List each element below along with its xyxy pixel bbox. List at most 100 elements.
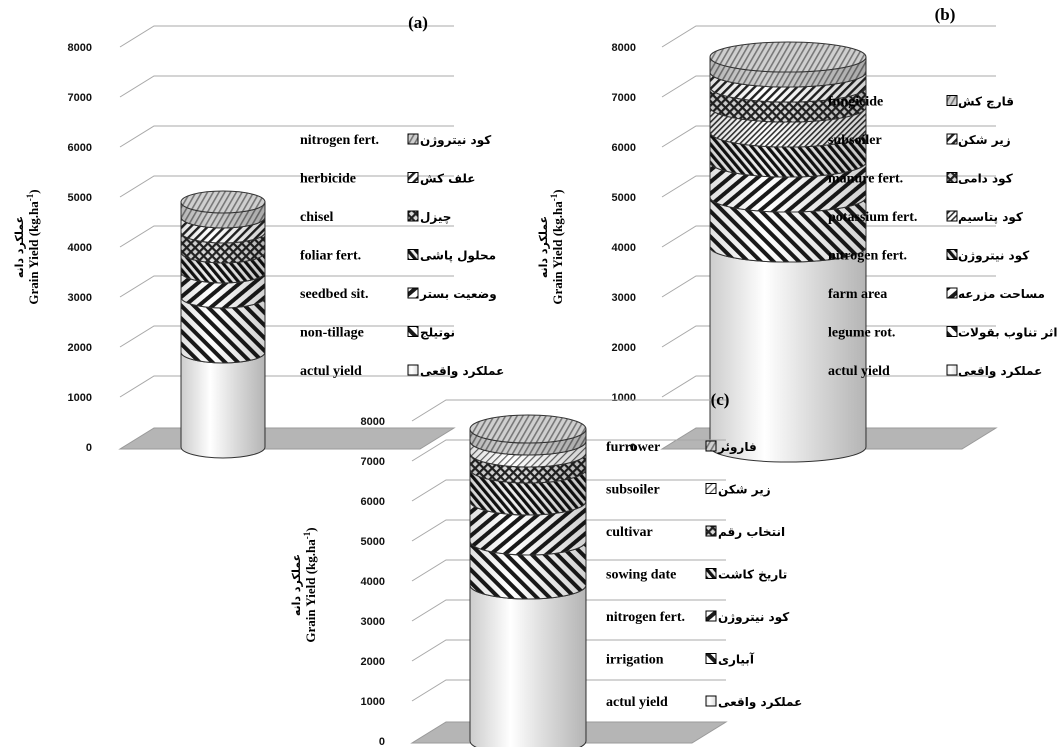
y-tick-label: 0 bbox=[86, 442, 92, 454]
gridline bbox=[119, 275, 454, 298]
y-tick-label: 8000 bbox=[612, 42, 636, 54]
gridline bbox=[661, 375, 996, 398]
legend-label: nitrogen fert. bbox=[606, 610, 685, 625]
legend-label-fa: آبیاری bbox=[718, 652, 755, 667]
legend-swatch bbox=[946, 95, 958, 106]
y-tick-label: 3000 bbox=[612, 292, 636, 304]
y-tick-label: 2000 bbox=[361, 656, 385, 668]
bar-top-cap bbox=[709, 41, 867, 73]
legend-label-fa: تاریخ کاشت bbox=[718, 568, 787, 582]
gridline bbox=[661, 75, 996, 98]
y-tick-label: 6000 bbox=[361, 496, 385, 508]
legend-label: subsoiler bbox=[606, 483, 660, 498]
legend-label: chisel bbox=[300, 210, 334, 225]
y-tick-label: 2000 bbox=[68, 342, 92, 354]
legend-swatch bbox=[407, 133, 419, 145]
legend-label: non-tillage bbox=[300, 326, 364, 341]
bar-segment-shade bbox=[181, 297, 265, 363]
legend-swatch bbox=[407, 172, 419, 183]
y-tick-label: 3000 bbox=[361, 616, 385, 628]
gridline bbox=[411, 479, 726, 502]
y-tick-label: 0 bbox=[379, 736, 385, 747]
legend-label: nitrogen fert. bbox=[828, 249, 907, 264]
y-axis-label: Grain Yield (kg.ha-1) bbox=[302, 527, 318, 642]
bar-segment-shade bbox=[181, 232, 265, 263]
legend-swatch bbox=[946, 364, 958, 376]
chart-floor bbox=[118, 427, 456, 450]
bar-segment-shade bbox=[181, 352, 265, 458]
y-tick-label: 4000 bbox=[361, 576, 385, 588]
bar-top-cap bbox=[180, 190, 266, 214]
panel-label: (c) bbox=[711, 390, 730, 409]
legend-swatch bbox=[946, 326, 958, 337]
gridline bbox=[119, 375, 454, 398]
y-tick-label: 7000 bbox=[612, 92, 636, 104]
bar-segment-shade bbox=[470, 441, 586, 467]
y-tick-label: 7000 bbox=[68, 92, 92, 104]
legend-label: fungicide bbox=[828, 95, 883, 110]
legend-label: manure fert. bbox=[828, 172, 903, 187]
gridline bbox=[411, 519, 726, 542]
legend-label-fa: زیر شکن bbox=[718, 483, 771, 497]
bar-segment-shade bbox=[710, 132, 866, 177]
bar-segment-shade bbox=[470, 453, 586, 483]
y-axis-label-fa: عملکرد دانه bbox=[13, 216, 26, 278]
y-tick-label: 1000 bbox=[361, 696, 385, 708]
legend-label: potassium fert. bbox=[828, 210, 917, 225]
bar-segment-shade bbox=[470, 469, 586, 515]
bar-segment-shade bbox=[470, 541, 586, 599]
legend-label-fa: انتخاب رقم bbox=[718, 525, 785, 539]
legend-label: furrower bbox=[606, 440, 660, 455]
gridline bbox=[411, 399, 726, 422]
bar-segment-shade bbox=[181, 202, 265, 228]
gridline bbox=[411, 599, 726, 622]
y-tick-label: 0 bbox=[630, 442, 636, 454]
legend-swatch bbox=[407, 287, 419, 299]
y-tick-label: 7000 bbox=[361, 456, 385, 468]
gridline bbox=[661, 325, 996, 348]
bar-top-cap bbox=[469, 414, 587, 444]
legend-label-fa: قارچ کش bbox=[958, 95, 1014, 109]
legend-label-fa: اثر تناوب بقولات bbox=[958, 326, 1057, 341]
chart-panel-2: 0 1000 2000 3000 4000 5000 6000 7000 8000 Grain Y… bbox=[290, 390, 802, 752]
legend-swatch bbox=[705, 653, 717, 664]
bar-segment-shade bbox=[710, 197, 866, 262]
legend-label: actul yield bbox=[828, 364, 890, 379]
legend-label-fa: عملکرد واقعی bbox=[958, 364, 1042, 379]
bar-segment-shade bbox=[710, 247, 866, 462]
legend-label-fa: کود دامی bbox=[958, 172, 1013, 187]
legend-label: nitrogen fert. bbox=[300, 133, 379, 148]
gridline bbox=[661, 125, 996, 148]
chart-panel-0: 0 1000 2000 3000 4000 5000 6000 7000 8000 Grain Y… bbox=[13, 13, 504, 459]
legend-label: irrigation bbox=[606, 653, 664, 668]
legend-swatch bbox=[705, 483, 717, 494]
legend-swatch bbox=[946, 172, 958, 183]
chart-panel-1: 0 1000 2000 3000 4000 5000 6000 7000 8000 Grain Y… bbox=[537, 5, 1057, 463]
legend-swatch bbox=[407, 210, 419, 222]
legend-label: subsoiler bbox=[828, 133, 882, 148]
gridline bbox=[119, 75, 454, 98]
legend-swatch bbox=[705, 440, 717, 452]
y-axis-label-fa: عملکرد دانه bbox=[537, 216, 550, 278]
y-tick-label: 1000 bbox=[612, 392, 636, 404]
legend-label-fa: کود نیتروژن bbox=[958, 249, 1029, 264]
legend-swatch bbox=[407, 326, 419, 337]
gridline bbox=[119, 25, 454, 48]
gridline bbox=[119, 175, 454, 198]
legend-label: actul yield bbox=[300, 364, 362, 379]
gridline bbox=[119, 325, 454, 348]
y-tick-label: 5000 bbox=[68, 192, 92, 204]
bar-segment-shade bbox=[181, 252, 265, 283]
legend-label-fa: چیزل bbox=[420, 210, 451, 224]
legend-label-fa: عملکرد واقعی bbox=[420, 364, 504, 379]
panel-label: (b) bbox=[935, 5, 956, 24]
y-tick-label: 5000 bbox=[361, 536, 385, 548]
y-axis-label-fa: عملکرد دانه bbox=[290, 554, 303, 616]
legend-label: foliar fert. bbox=[300, 249, 361, 264]
bar-segment-shade bbox=[710, 87, 866, 122]
legend-swatch bbox=[705, 525, 717, 537]
legend-label-fa: کود نیتروژن bbox=[718, 610, 789, 625]
legend-label-fa: فاروئر bbox=[717, 440, 757, 455]
bar-segment-shade bbox=[710, 107, 866, 147]
